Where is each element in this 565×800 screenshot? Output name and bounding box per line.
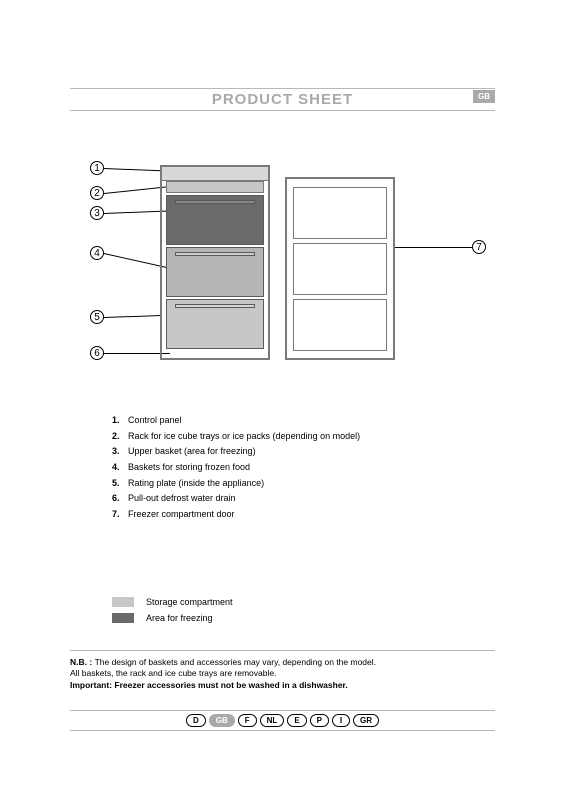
ice-rack: [166, 181, 264, 193]
legend-item: 1.Control panel: [112, 415, 412, 427]
drawer-handle: [175, 304, 255, 308]
swatch-label: Area for freezing: [146, 613, 213, 623]
callout-number-6: 6: [90, 346, 104, 360]
swatch-label: Storage compartment: [146, 597, 233, 607]
swatch-row: Storage compartment: [112, 597, 233, 607]
product-diagram: 123456 7: [90, 165, 490, 385]
page-title: PRODUCT SHEET: [212, 91, 353, 108]
callout-number-1: 1: [90, 161, 104, 175]
legend-text: Freezer compartment door: [128, 509, 235, 521]
callout-number-3: 3: [90, 206, 104, 220]
swatch-row: Area for freezing: [112, 613, 233, 623]
door-shelf-1: [293, 187, 387, 239]
callout-line: [104, 315, 162, 318]
language-badge: GB: [473, 90, 495, 103]
nb-label: N.B. :: [70, 657, 95, 667]
legend-text: Pull-out defrost water drain: [128, 493, 236, 505]
legend-number: 2.: [112, 431, 128, 443]
legend-item: 7.Freezer compartment door: [112, 509, 412, 521]
drawer-3: [166, 299, 264, 349]
drawer-1: [166, 195, 264, 245]
drawer-handle: [175, 200, 255, 204]
legend-text: Rating plate (inside the appliance): [128, 478, 264, 490]
note-line-1: N.B. : The design of baskets and accesso…: [70, 657, 495, 668]
page: PRODUCT SHEET GB 1 2 3 4 5 6 7 1.Control pane…: [0, 0, 565, 800]
door-shelf-3: [293, 299, 387, 351]
legend-number: 5.: [112, 478, 128, 490]
callout-number-2: 2: [90, 186, 104, 200]
drawer-handle: [175, 252, 255, 256]
language-selector: DGBFNLEPIGR: [70, 710, 495, 731]
nb-text: The design of baskets and accessories ma…: [95, 657, 376, 667]
freezer-front-view: [160, 165, 270, 360]
legend-text: Upper basket (area for freezing): [128, 446, 256, 458]
lang-pill-gr[interactable]: GR: [353, 714, 379, 727]
parts-legend: 1.Control panel2.Rack for ice cube trays…: [112, 415, 412, 525]
control-panel-strip: [162, 167, 268, 181]
lang-pill-p[interactable]: P: [310, 714, 329, 727]
note-line-2: All baskets, the rack and ice cube trays…: [70, 668, 495, 679]
legend-number: 3.: [112, 446, 128, 458]
lang-pill-d[interactable]: D: [186, 714, 206, 727]
legend-item: 2.Rack for ice cube trays or ice packs (…: [112, 431, 412, 443]
legend-item: 3.Upper basket (area for freezing): [112, 446, 412, 458]
lang-pill-i[interactable]: I: [332, 714, 350, 727]
freezer-door-view: [285, 177, 395, 360]
legend-number: 6.: [112, 493, 128, 505]
lang-pill-e[interactable]: E: [287, 714, 306, 727]
door-shelf-2: [293, 243, 387, 295]
header-bar: PRODUCT SHEET: [70, 88, 495, 111]
lang-pill-f[interactable]: F: [238, 714, 257, 727]
color-swatch: [112, 613, 134, 623]
legend-number: 7.: [112, 509, 128, 521]
notes-section: N.B. : The design of baskets and accesso…: [70, 650, 495, 691]
note-important: Important: Freezer accessories must not …: [70, 680, 495, 691]
legend-text: Baskets for storing frozen food: [128, 462, 250, 474]
legend-number: 4.: [112, 462, 128, 474]
legend-item: 6.Pull-out defrost water drain: [112, 493, 412, 505]
callout-number-7: 7: [472, 240, 486, 254]
legend-text: Rack for ice cube trays or ice packs (de…: [128, 431, 360, 443]
color-swatch: [112, 597, 134, 607]
legend-number: 1.: [112, 415, 128, 427]
callout-line: [395, 247, 472, 248]
drawer-2: [166, 247, 264, 297]
callout-number-4: 4: [90, 246, 104, 260]
legend-item: 5.Rating plate (inside the appliance): [112, 478, 412, 490]
lang-pill-nl[interactable]: NL: [260, 714, 285, 727]
color-legend: Storage compartment Area for freezing: [112, 597, 233, 629]
lang-pill-gb[interactable]: GB: [209, 714, 235, 727]
callout-number-5: 5: [90, 310, 104, 324]
legend-item: 4.Baskets for storing frozen food: [112, 462, 412, 474]
legend-text: Control panel: [128, 415, 182, 427]
